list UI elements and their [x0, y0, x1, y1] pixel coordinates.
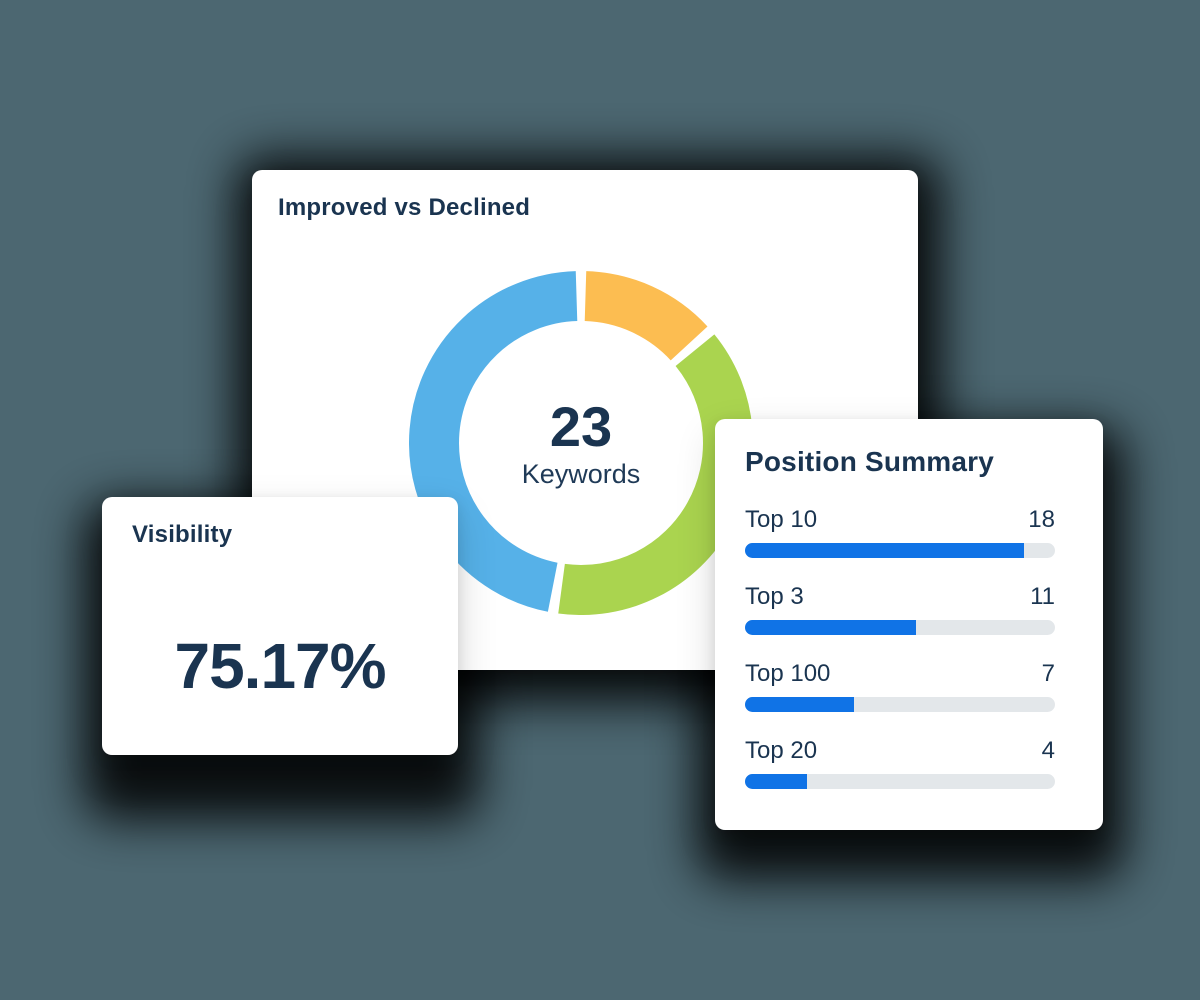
progress-fill [745, 543, 1024, 558]
keywords-donut: 23 Keywords [409, 271, 753, 615]
progress-track [745, 543, 1055, 558]
position-summary-card: Position Summary Top 10 18 Top 3 11 [715, 419, 1103, 830]
visibility-percentage: 75.17% [174, 630, 386, 702]
blue-segment [409, 271, 578, 612]
row-value: 11 [1030, 583, 1055, 610]
position-rows: Top 10 18 Top 3 11 Top 100 [745, 505, 1055, 789]
keywords-count: 23 [549, 394, 613, 458]
position-row-top3: Top 3 11 [745, 582, 1055, 635]
row-label: Top 10 [745, 506, 818, 533]
progress-track [745, 620, 1055, 635]
position-row-top10: Top 10 18 [745, 505, 1055, 558]
position-card-title: Position Summary [745, 446, 995, 477]
progress-track [745, 697, 1055, 712]
progress-fill [745, 774, 807, 789]
progress-fill [745, 697, 854, 712]
row-value: 18 [1028, 506, 1055, 533]
row-label: Top 20 [745, 737, 818, 764]
visibility-card-title: Visibility [132, 521, 233, 548]
donut-chart [409, 271, 753, 615]
progress-fill [745, 620, 916, 635]
orange-segment [584, 271, 708, 361]
progress-track [745, 774, 1055, 789]
improved-card-title: Improved vs Declined [278, 194, 531, 221]
row-value: 7 [1041, 660, 1055, 687]
row-value: 4 [1041, 737, 1055, 764]
row-label: Top 3 [745, 583, 804, 610]
position-row-top100: Top 100 7 [745, 659, 1055, 712]
visibility-card: Visibility 75.17% [102, 497, 458, 755]
row-label: Top 100 [745, 660, 831, 687]
position-row-top20: Top 20 4 [745, 736, 1055, 789]
green-segment [558, 334, 753, 615]
keywords-label: Keywords [521, 458, 641, 489]
donut-center: 23 Keywords [409, 271, 753, 615]
